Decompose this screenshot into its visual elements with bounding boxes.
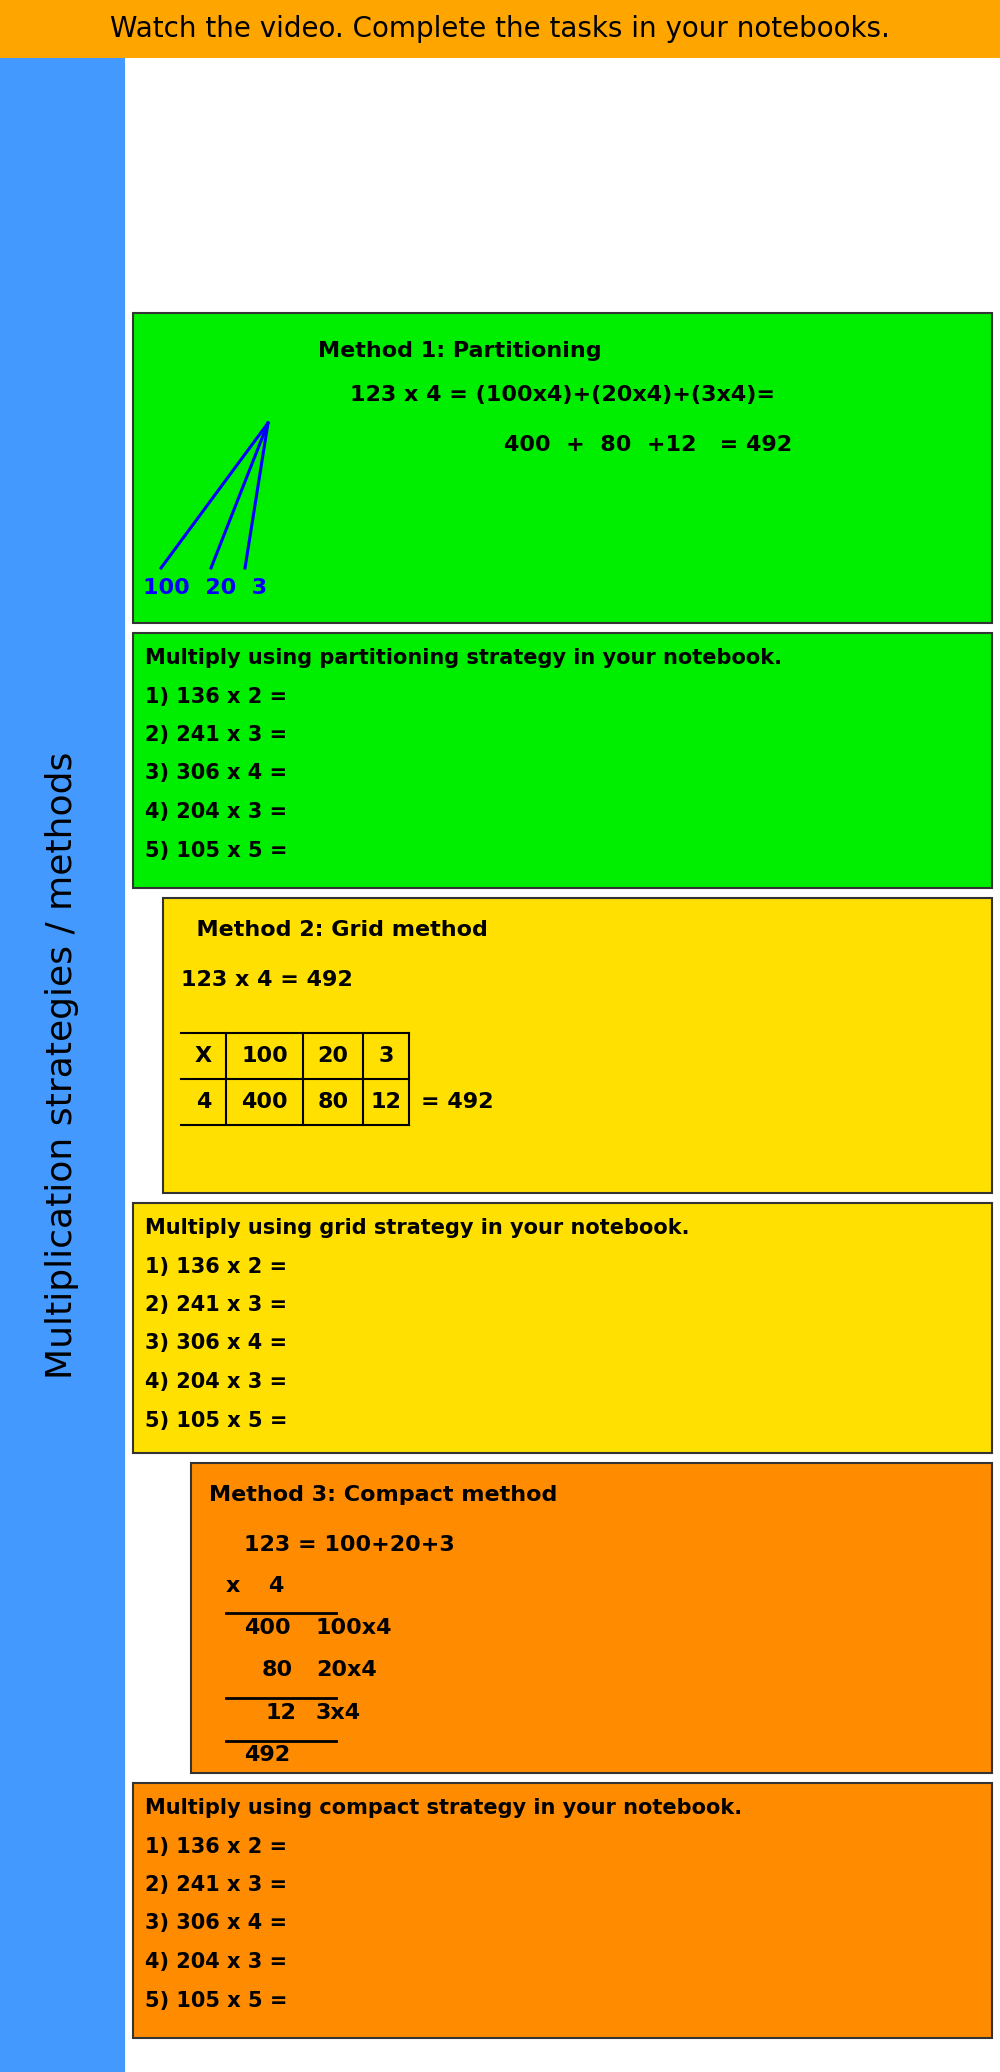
Text: 5) 105 x 5 =: 5) 105 x 5 =	[145, 1991, 288, 2010]
Text: 123 x 4 = (100x4)+(20x4)+(3x4)=: 123 x 4 = (100x4)+(20x4)+(3x4)=	[350, 385, 775, 404]
Text: 12: 12	[371, 1092, 401, 1113]
Text: Watch the video. Complete the tasks in your notebooks.: Watch the video. Complete the tasks in y…	[110, 15, 890, 44]
Text: 3: 3	[378, 1046, 394, 1065]
Text: Multiplication strategies / methods: Multiplication strategies / methods	[45, 752, 80, 1378]
Text: 100  20  3: 100 20 3	[143, 578, 267, 599]
Text: x: x	[226, 1577, 240, 1595]
Text: 4) 204 x 3 =: 4) 204 x 3 =	[145, 1372, 287, 1392]
Text: 400: 400	[241, 1092, 288, 1113]
Bar	[133, 634, 992, 889]
Text: 123 = 100+20+3: 123 = 100+20+3	[244, 1535, 455, 1554]
Bar	[0, 58, 125, 2072]
Text: 1) 136 x 2 =: 1) 136 x 2 =	[145, 1836, 287, 1857]
Text: Method 2: Grid method: Method 2: Grid method	[181, 920, 488, 941]
Text: 3) 306 x 4 =: 3) 306 x 4 =	[145, 1915, 287, 1933]
Text: 100x4: 100x4	[316, 1618, 392, 1639]
Text: Method 3: Compact method: Method 3: Compact method	[209, 1486, 557, 1504]
Bar	[163, 897, 992, 1193]
Text: Multiply using compact strategy in your notebook.: Multiply using compact strategy in your …	[145, 1798, 742, 1817]
Text: 3) 306 x 4 =: 3) 306 x 4 =	[145, 762, 287, 783]
Text: 2) 241 x 3 =: 2) 241 x 3 =	[145, 725, 287, 746]
Text: 1) 136 x 2 =: 1) 136 x 2 =	[145, 686, 287, 707]
Bar	[191, 1463, 992, 1774]
Text: 2) 241 x 3 =: 2) 241 x 3 =	[145, 1875, 287, 1896]
Text: 4) 204 x 3 =: 4) 204 x 3 =	[145, 1952, 287, 1973]
Text: 400: 400	[244, 1618, 291, 1639]
Text: 4: 4	[196, 1092, 211, 1113]
Bar	[133, 1784, 992, 2039]
Text: 80: 80	[262, 1660, 293, 1680]
Text: 3x4: 3x4	[316, 1703, 361, 1724]
Text: 4: 4	[268, 1577, 283, 1595]
Text: X: X	[195, 1046, 212, 1065]
Text: Method 1: Partitioning: Method 1: Partitioning	[318, 342, 601, 361]
Text: Multiply using partitioning strategy in your notebook.: Multiply using partitioning strategy in …	[145, 649, 782, 667]
Text: 100: 100	[241, 1046, 288, 1065]
Text: 20: 20	[318, 1046, 349, 1065]
Text: 4) 204 x 3 =: 4) 204 x 3 =	[145, 802, 287, 823]
Text: 20x4: 20x4	[316, 1660, 377, 1680]
Text: 12: 12	[266, 1703, 297, 1724]
Text: 400  +  80  +12   = 492: 400 + 80 +12 = 492	[504, 435, 792, 456]
Text: 123 x 4 = 492: 123 x 4 = 492	[181, 970, 353, 990]
Bar	[133, 1204, 992, 1452]
Text: 3) 306 x 4 =: 3) 306 x 4 =	[145, 1334, 287, 1353]
Text: 1) 136 x 2 =: 1) 136 x 2 =	[145, 1256, 287, 1276]
Text: = 492: = 492	[421, 1092, 494, 1113]
Text: 2) 241 x 3 =: 2) 241 x 3 =	[145, 1295, 287, 1316]
Text: 5) 105 x 5 =: 5) 105 x 5 =	[145, 1411, 288, 1430]
Bar	[133, 313, 992, 624]
Text: 80: 80	[317, 1092, 349, 1113]
Text: 5) 105 x 5 =: 5) 105 x 5 =	[145, 841, 288, 860]
Text: 492: 492	[244, 1745, 290, 1765]
Text: Multiply using grid strategy in your notebook.: Multiply using grid strategy in your not…	[145, 1218, 690, 1237]
Bar	[0, 0, 1000, 58]
